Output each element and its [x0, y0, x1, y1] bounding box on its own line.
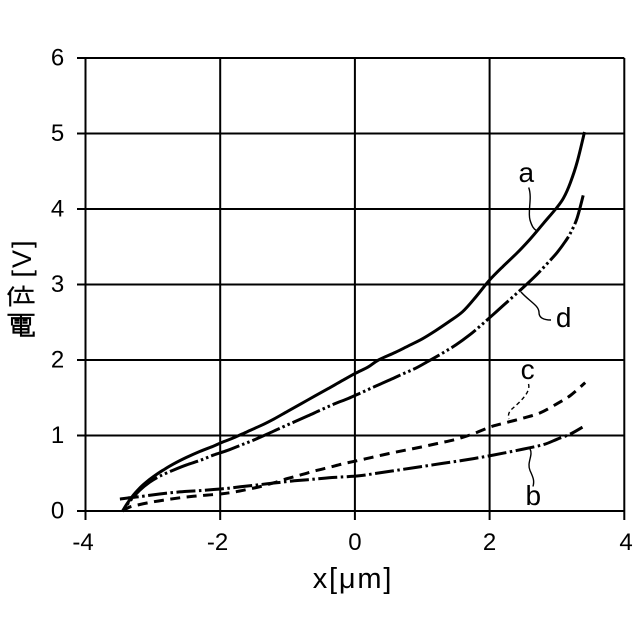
svg-text:[V]: [V] — [7, 238, 37, 277]
svg-text:3: 3 — [51, 271, 64, 298]
svg-text:2: 2 — [51, 347, 64, 374]
svg-text:a: a — [519, 157, 535, 188]
svg-text:-2: -2 — [207, 529, 228, 556]
svg-text:d: d — [556, 302, 572, 333]
svg-text:b: b — [526, 480, 542, 511]
svg-text:0: 0 — [348, 529, 361, 556]
svg-text:2: 2 — [483, 529, 496, 556]
svg-text:x[μm]: x[μm] — [313, 563, 393, 595]
svg-text:0: 0 — [51, 498, 64, 525]
svg-text:c: c — [521, 354, 535, 385]
svg-text:-4: -4 — [72, 529, 93, 556]
svg-text:5: 5 — [51, 120, 64, 147]
svg-text:4: 4 — [51, 196, 64, 223]
svg-text:6: 6 — [51, 45, 64, 72]
svg-text:4: 4 — [619, 529, 632, 556]
svg-text:1: 1 — [51, 422, 64, 449]
